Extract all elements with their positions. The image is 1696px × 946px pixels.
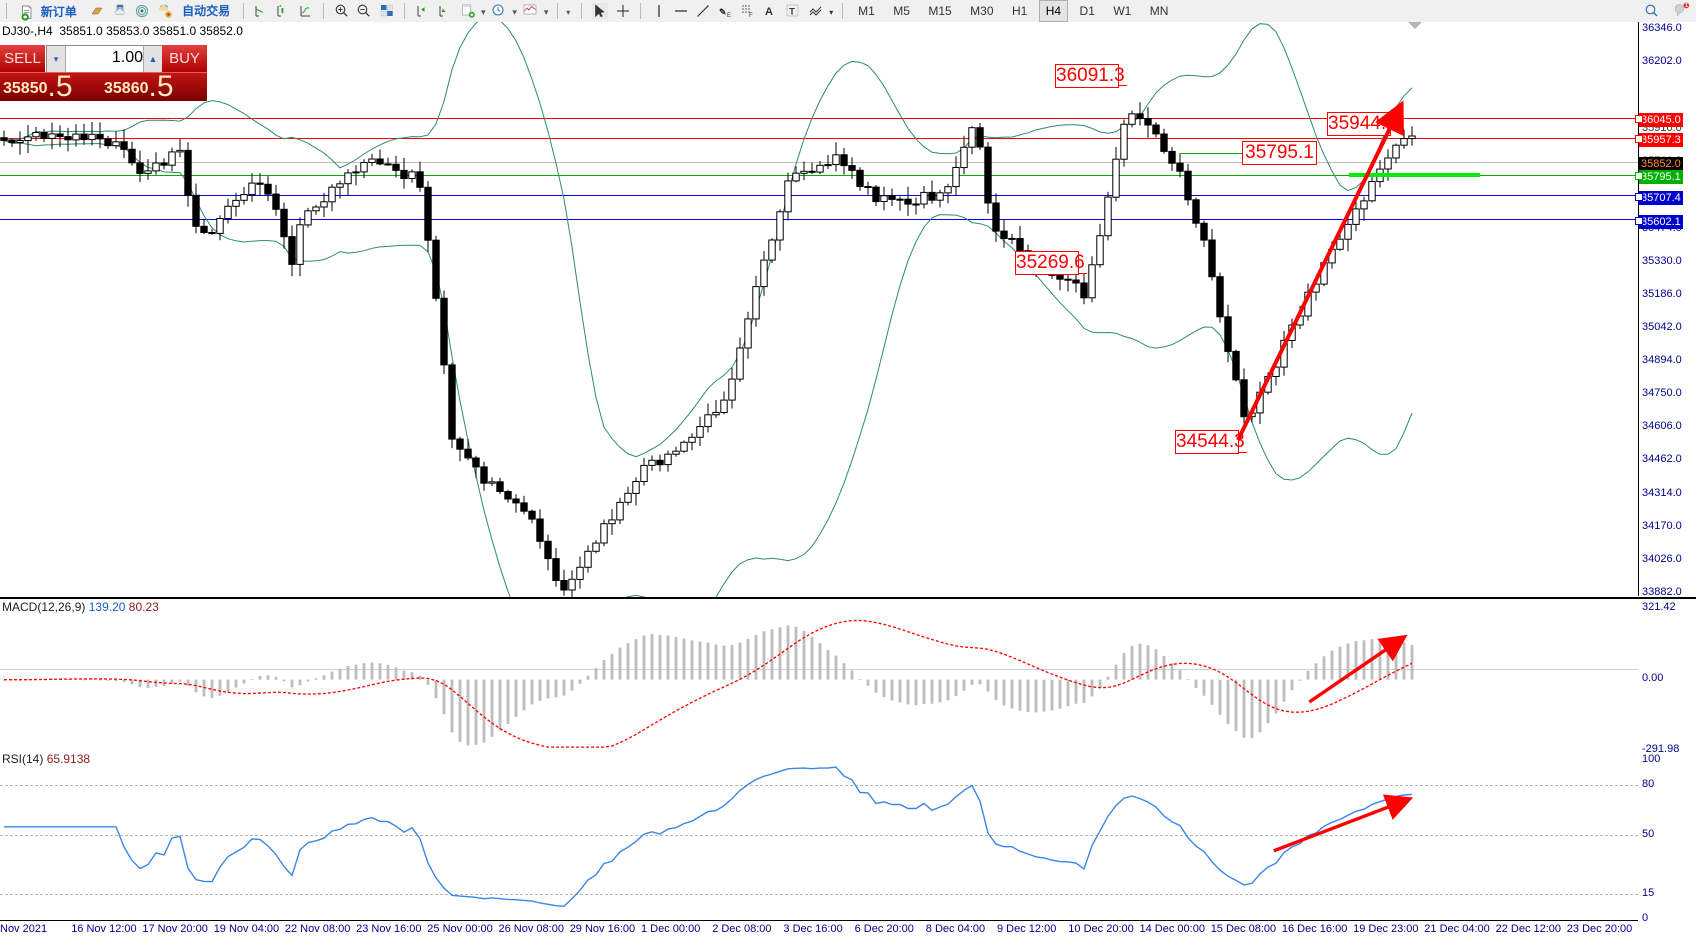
svg-text:T: T — [790, 7, 796, 17]
svg-text:✎: ✎ — [719, 7, 727, 17]
svg-text:F: F — [749, 13, 753, 19]
svg-text:A: A — [765, 6, 773, 18]
svg-text:1: 1 — [1685, 3, 1688, 9]
svg-text:E: E — [727, 13, 731, 19]
